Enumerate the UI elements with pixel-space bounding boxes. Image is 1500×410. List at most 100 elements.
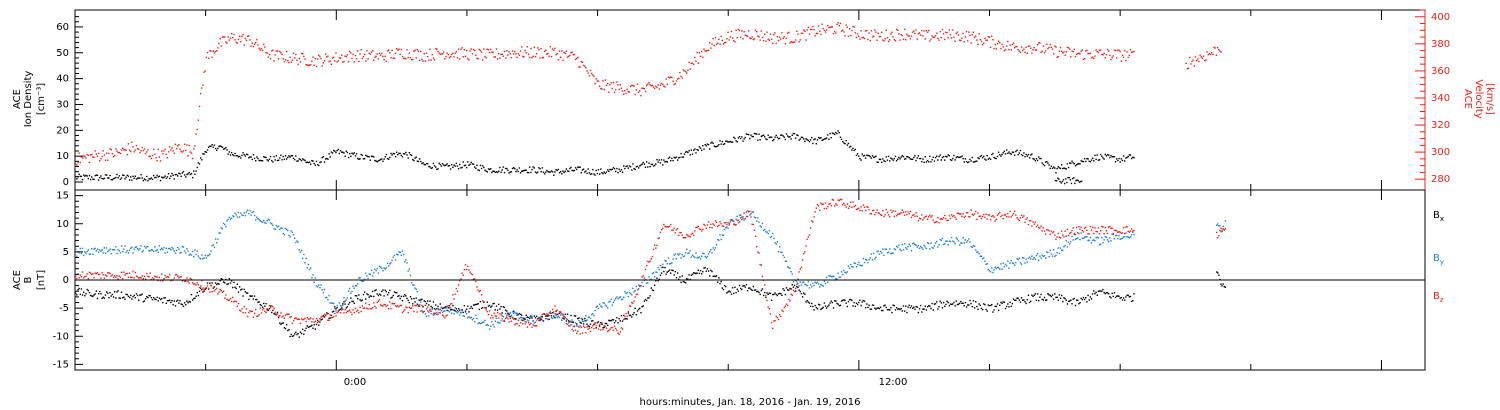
top-series-0-point <box>1039 157 1041 160</box>
top-series-0-point <box>926 159 929 162</box>
top-series-2-point <box>1031 52 1033 54</box>
top-series-2-point <box>264 46 266 48</box>
top-series-0-point <box>425 162 428 165</box>
top-series-0-point <box>139 177 141 179</box>
bottom-series-By-point <box>1072 239 1074 241</box>
top-series-2-point <box>543 50 546 52</box>
top-series-0-point <box>1000 155 1002 157</box>
top-series-0-point <box>332 149 335 152</box>
top-series-2-point <box>1032 49 1034 51</box>
bottom-series-By-point <box>332 302 335 305</box>
top-series-3-point <box>1198 60 1200 63</box>
bottom-series-Bz-point <box>666 226 668 228</box>
top-series-2-point <box>111 153 114 155</box>
bottom-series-By-point <box>102 252 104 254</box>
bottom-series-By-point <box>667 257 670 259</box>
bottom-series-Bx-point <box>883 305 885 307</box>
bottom-series-Bz-point <box>965 212 968 214</box>
top-series-0-point <box>353 152 356 154</box>
bottom-series-By-point <box>313 281 315 283</box>
top-series-2-point <box>795 39 797 41</box>
top-series-2-point <box>376 53 378 55</box>
bottom-series-By-point <box>671 262 673 264</box>
bottom-series-Bz-point <box>1116 230 1118 232</box>
bottom-series-By-point <box>941 237 944 240</box>
top-series-0-point <box>220 145 223 148</box>
top-series-0-point <box>620 169 623 171</box>
bottom-series-Bx-point <box>999 304 1001 307</box>
top-series-2-point <box>581 61 584 63</box>
top-series-2-point <box>811 28 813 31</box>
bottom-series-By-point <box>391 259 393 262</box>
top-series-2-point <box>672 80 674 82</box>
bottom-series-Bz-point <box>476 286 478 288</box>
top-series-0-point <box>1109 156 1111 159</box>
bottom-series-By-point <box>318 284 320 286</box>
bottom-series-Bz-point <box>1017 218 1019 220</box>
top-series-1-point <box>1062 179 1065 181</box>
bottom-series-Bz-point <box>875 212 877 214</box>
bottom-series-By-point <box>620 298 623 301</box>
top-series-0-point <box>130 176 132 178</box>
bottom-series-By-point <box>482 321 484 324</box>
bottom-series-By-point <box>984 260 986 263</box>
bottom-series-By-point <box>1059 247 1062 249</box>
top-series-0-point <box>171 172 173 175</box>
top-series-0-point <box>1040 157 1042 160</box>
bottom-series-By-point <box>210 250 212 252</box>
bottom-series-Bz-point <box>746 215 749 218</box>
top-series-2-point <box>564 52 566 54</box>
top-series-0-point <box>359 158 361 160</box>
bottom-series-Bx-point <box>135 293 138 295</box>
top-series-0-point <box>957 156 960 158</box>
top-series-2-point <box>659 84 662 86</box>
bottom-series-Bx-point <box>1066 303 1069 305</box>
bottom-series-Bz-point <box>315 317 318 320</box>
top-series-0-point <box>335 151 337 154</box>
top-series-0-point <box>837 130 839 132</box>
bottom-series-By-point <box>373 272 375 274</box>
top-series-3-point <box>1211 52 1213 54</box>
top-series-2-point <box>573 53 576 56</box>
bottom-series-Bx-point <box>112 296 115 298</box>
bottom-series-Bz-point <box>595 324 597 327</box>
bottom-series-Bz-point <box>603 325 605 327</box>
bottom-series-By-point <box>850 263 852 266</box>
top-series-2-point <box>1073 48 1076 51</box>
top-series-2-point <box>754 29 757 32</box>
top-series-2-point <box>897 29 899 31</box>
bottom-series-Bx-point <box>846 305 848 308</box>
top-series-0-point <box>453 164 455 166</box>
bottom-series-Bx-point <box>775 293 777 296</box>
bottom-series-By-point <box>981 258 984 260</box>
top-series-2-point <box>510 56 513 59</box>
bottom-series-Bz-point <box>773 320 775 322</box>
bottom-series-Bx-point <box>995 305 998 308</box>
bottom-series-By-point <box>988 269 991 272</box>
top-series-2-point <box>133 151 135 153</box>
bottom-series-By-point <box>565 318 568 320</box>
top-series-2-point <box>1005 45 1008 47</box>
top-series-2-point <box>644 90 647 93</box>
top-series-2-point <box>514 51 516 53</box>
plot-axes: 0102030405060280300320340360380400-15-10… <box>53 9 1450 370</box>
top-series-0-point <box>334 150 336 152</box>
bottom-series-Bx-point <box>509 315 511 318</box>
bottom-series-Bz-point <box>1051 232 1054 234</box>
bottom-series-Bx-point <box>624 318 626 320</box>
bottom-series-Bz-point <box>227 299 229 302</box>
top-series-2-point <box>829 26 831 29</box>
top-series-2-point <box>122 147 124 149</box>
top-series-0-point <box>469 163 471 166</box>
bottom-series-By-point <box>900 249 902 252</box>
top-series-2-point <box>941 28 944 31</box>
top-series-2-point <box>1048 46 1050 49</box>
top-series-0-point <box>393 153 396 155</box>
bottom-series-By-point <box>85 252 87 254</box>
bottom-series-Bz-point <box>290 316 292 318</box>
top-series-0-point <box>376 161 378 163</box>
top-series-2-point <box>706 49 709 52</box>
bottom-series-By-point <box>811 286 813 288</box>
top-series-2-point <box>979 38 981 41</box>
top-series-0-point <box>123 174 125 177</box>
